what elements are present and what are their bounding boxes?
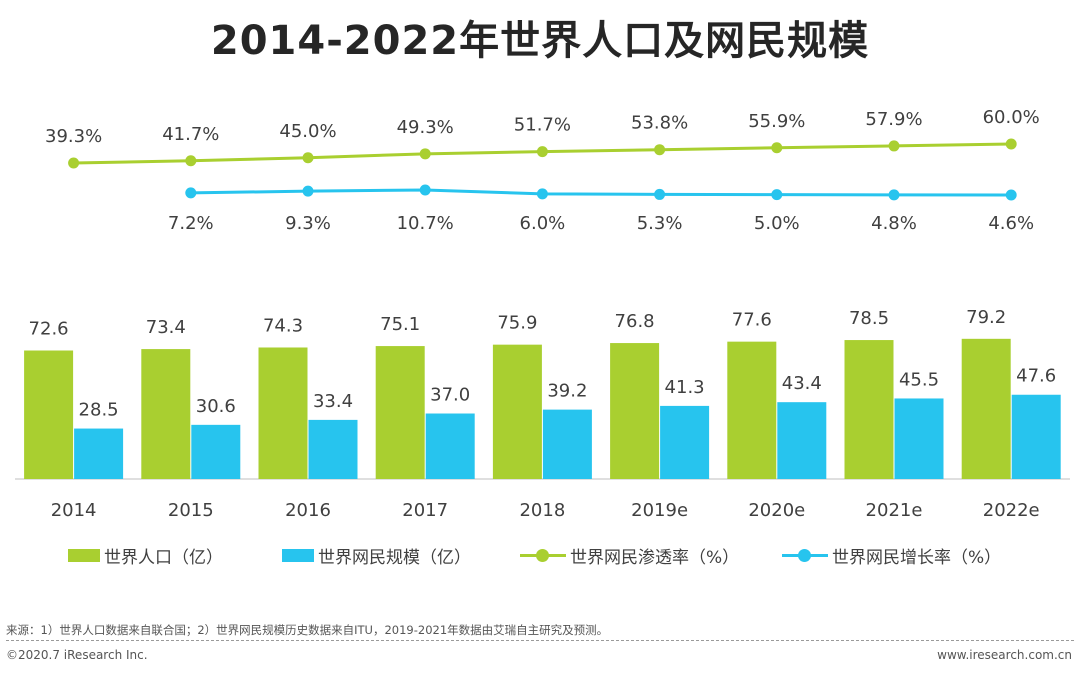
bar-population [727, 341, 777, 479]
point-label-growth: 9.3% [285, 213, 331, 234]
point-growth [888, 189, 900, 201]
point-penetration [185, 155, 197, 167]
bar-label-population: 78.5 [849, 308, 889, 329]
point-label-penetration: 55.9% [748, 111, 805, 132]
bar-label-internet-users: 47.6 [1016, 366, 1056, 387]
legend-label-growth: 世界网民增长率（%） [832, 547, 1002, 568]
point-growth [302, 185, 314, 197]
x-tick-label: 2018 [519, 500, 565, 521]
x-tick-label: 2020e [748, 500, 805, 521]
bar-population [844, 340, 894, 479]
point-label-penetration: 60.0% [983, 107, 1040, 128]
bar-label-population: 75.9 [497, 313, 537, 334]
source-note: 来源：1）世界人口数据来自联合国；2）世界网民规模历史数据来自ITU，2019-… [6, 623, 609, 637]
point-growth [771, 189, 783, 201]
legend-label-penetration: 世界网民渗透率（%） [570, 547, 740, 568]
point-label-growth: 4.8% [871, 213, 917, 234]
x-tick-label: 2016 [285, 500, 331, 521]
point-penetration [771, 142, 783, 154]
bar-label-population: 72.6 [29, 319, 69, 340]
bar-label-internet-users: 30.6 [196, 396, 236, 417]
bar-population [375, 346, 425, 479]
bar-internet-users [542, 409, 592, 479]
point-growth [185, 187, 197, 199]
point-label-growth: 10.7% [397, 213, 454, 234]
line-growth [190, 188, 1012, 197]
point-label-growth: 5.3% [637, 213, 683, 234]
point-label-penetration: 39.3% [45, 126, 102, 147]
x-tick-label: 2015 [168, 500, 214, 521]
point-label-growth: 4.6% [988, 213, 1034, 234]
point-penetration [419, 148, 431, 160]
bar-population [492, 344, 542, 479]
point-label-penetration: 45.0% [279, 121, 336, 142]
point-penetration [536, 146, 548, 158]
bar-label-population: 75.1 [380, 314, 420, 335]
bar-internet-users [308, 419, 358, 479]
point-growth [1005, 189, 1017, 201]
legend-swatch-penetration [520, 548, 566, 562]
bar-label-internet-users: 33.4 [313, 391, 353, 412]
bar-label-internet-users: 43.4 [782, 373, 822, 394]
bar-label-internet-users: 28.5 [79, 400, 119, 421]
legend: 世界人口（亿） 世界网民规模（亿） 世界网民渗透率（%） 世界网民增长率（%） [0, 540, 1080, 570]
bar-label-population: 79.2 [966, 307, 1006, 328]
legend-swatch-internet-users [282, 548, 314, 562]
point-label-penetration: 51.7% [514, 115, 571, 136]
point-growth [536, 188, 548, 200]
bar-population [141, 349, 191, 479]
x-tick-label: 2017 [402, 500, 448, 521]
legend-label-internet-users: 世界网民规模（亿） [318, 547, 471, 568]
bar-population [258, 347, 308, 479]
copyright: ©2020.7 iResearch Inc. [6, 648, 148, 662]
bar-label-internet-users: 45.5 [899, 369, 939, 390]
point-label-penetration: 41.7% [162, 124, 219, 145]
x-tick-label: 2021e [866, 500, 923, 521]
bar-population [610, 343, 660, 479]
x-tick-label: 2014 [51, 500, 97, 521]
bar-internet-users [74, 428, 124, 479]
legend-item-penetration: 世界网民渗透率（%） [520, 540, 739, 570]
point-label-penetration: 57.9% [865, 109, 922, 130]
bar-internet-users [660, 405, 710, 479]
bar-internet-users [191, 424, 241, 479]
legend-item-growth: 世界网民增长率（%） [782, 540, 1001, 570]
bar-label-internet-users: 41.3 [665, 377, 705, 398]
bar-internet-users [1011, 394, 1061, 479]
point-label-growth: 5.0% [754, 213, 800, 234]
point-growth [654, 188, 666, 200]
bar-label-population: 76.8 [615, 311, 655, 332]
legend-swatch-growth [782, 548, 828, 562]
x-tick-label: 2022e [983, 500, 1040, 521]
point-penetration [1005, 138, 1017, 150]
point-penetration [68, 157, 80, 169]
footer-divider [6, 640, 1074, 641]
legend-item-population: 世界人口（亿） [68, 540, 223, 570]
point-penetration [302, 152, 314, 164]
point-penetration [888, 140, 900, 152]
legend-swatch-population [68, 548, 100, 562]
point-penetration [654, 144, 666, 156]
bar-label-population: 73.4 [146, 317, 186, 338]
chart-title: 2014-2022年世界人口及网民规模 [210, 18, 870, 64]
x-tick-label: 2019e [631, 500, 688, 521]
bar-internet-users [777, 402, 827, 479]
legend-label-population: 世界人口（亿） [104, 547, 223, 568]
legend-item-internet-users: 世界网民规模（亿） [282, 540, 471, 570]
point-label-growth: 7.2% [168, 213, 214, 234]
bar-population [24, 350, 74, 479]
bar-label-internet-users: 39.2 [547, 381, 587, 402]
bar-internet-users [894, 398, 944, 479]
chart-canvas: 72.6 28.5 2014 73.4 30.6 2015 74.3 33.4 2016 75.1… [15, 107, 1070, 521]
bar-internet-users [425, 413, 475, 479]
bar-population [961, 338, 1011, 479]
point-growth [419, 184, 431, 196]
point-label-penetration: 53.8% [631, 113, 688, 134]
bar-label-population: 77.6 [732, 310, 772, 331]
bar-label-internet-users: 37.0 [430, 385, 470, 406]
point-label-growth: 6.0% [520, 213, 566, 234]
point-label-penetration: 49.3% [397, 117, 454, 138]
website: www.iresearch.com.cn [937, 648, 1072, 662]
bar-label-population: 74.3 [263, 315, 303, 336]
